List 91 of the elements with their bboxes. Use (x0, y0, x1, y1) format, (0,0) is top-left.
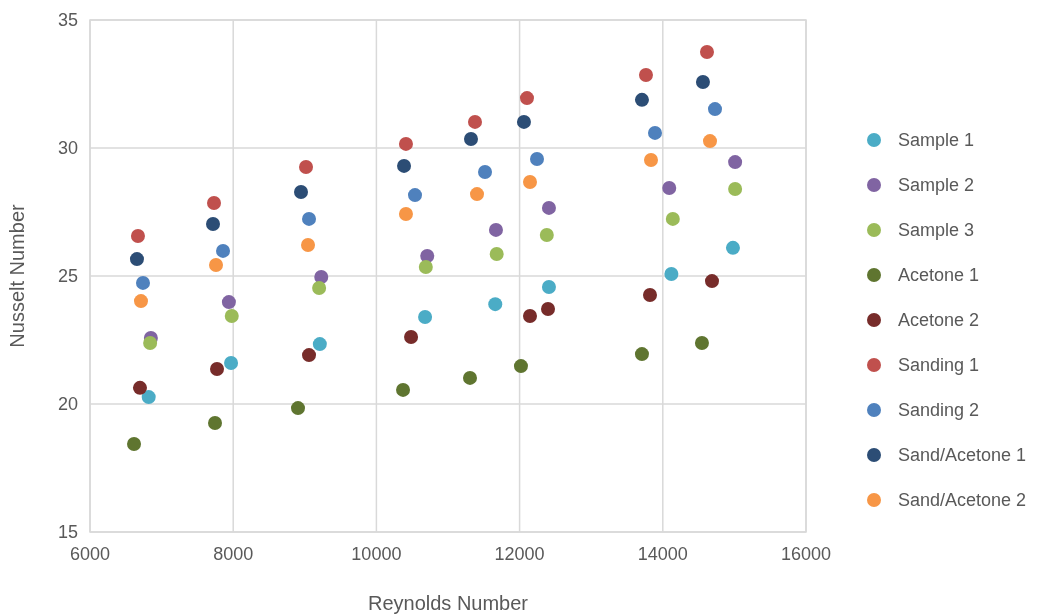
point (206, 217, 221, 232)
point (302, 211, 317, 226)
y-tick-label: 35 (57, 10, 78, 30)
point (291, 401, 305, 416)
x-tick-label: 12000 (494, 544, 545, 564)
point (541, 200, 556, 215)
point (694, 336, 709, 351)
legend-label: Sample 3 (898, 220, 975, 240)
point (135, 275, 150, 290)
legend-label: Sanding 2 (898, 400, 980, 420)
point (221, 295, 236, 310)
point (488, 297, 503, 312)
point (516, 114, 531, 129)
legend-label: Sanding 1 (898, 355, 980, 375)
point (489, 246, 504, 261)
point (133, 294, 148, 309)
point (638, 68, 653, 83)
x-tick-label: 14000 (637, 544, 688, 564)
y-tick-label: 20 (57, 394, 78, 414)
point (539, 228, 554, 243)
point (398, 136, 413, 151)
point (708, 102, 722, 117)
point (463, 132, 478, 147)
legend-label: Acetone 2 (898, 310, 980, 330)
point (702, 134, 717, 149)
point (642, 287, 657, 302)
point (522, 175, 537, 190)
x-tick-label: 8000 (213, 544, 254, 564)
point (127, 436, 142, 451)
point (210, 361, 225, 376)
x-tick-label: 10000 (351, 544, 402, 564)
point (648, 125, 662, 140)
point (207, 196, 222, 211)
point (704, 274, 719, 289)
point (541, 280, 556, 295)
point (407, 188, 422, 203)
point (418, 309, 433, 324)
point (397, 158, 412, 173)
point (513, 359, 528, 374)
point (143, 336, 158, 351)
legend-label: Sand/Acetone 2 (898, 490, 1027, 510)
point (643, 153, 658, 168)
point (470, 187, 484, 202)
point (541, 302, 556, 317)
point (312, 337, 327, 352)
y-axis-title: Nusselt Number (6, 203, 28, 348)
point (530, 152, 544, 167)
point (695, 74, 710, 89)
point (312, 281, 327, 296)
y-tick-label: 15 (57, 522, 78, 542)
y-tick-label: 25 (57, 266, 78, 286)
legend-label: Sample 1 (898, 130, 975, 150)
legend-label: Sand/Acetone 1 (898, 445, 1027, 465)
point (634, 347, 649, 362)
point (132, 380, 147, 395)
point (130, 229, 145, 244)
point (664, 266, 679, 281)
point (224, 356, 239, 371)
point (224, 308, 239, 323)
point (725, 240, 740, 255)
point (141, 390, 156, 405)
point (208, 415, 223, 430)
point (728, 155, 743, 170)
point (301, 238, 316, 253)
point (462, 370, 477, 385)
point (699, 45, 714, 59)
point (488, 222, 503, 237)
point (398, 207, 413, 222)
point (129, 252, 144, 267)
point (634, 92, 649, 107)
point (299, 159, 314, 174)
x-tick-label: 16000 (780, 544, 832, 564)
point (665, 211, 680, 226)
point (478, 165, 493, 180)
point (662, 180, 677, 195)
point (209, 257, 224, 272)
point (302, 348, 317, 363)
x-tick-label: 6000 (69, 544, 111, 564)
point (522, 308, 537, 323)
point (467, 114, 482, 129)
point (519, 91, 534, 106)
point (216, 243, 231, 258)
point (294, 185, 309, 200)
point (728, 181, 743, 196)
y-tick-label: 30 (57, 138, 78, 158)
legend-label: Sample 2 (898, 175, 975, 195)
x-axis-title: Reynolds Number (367, 592, 529, 614)
point (418, 260, 433, 275)
point (396, 382, 411, 397)
point (404, 329, 419, 344)
legend-label: Acetone 1 (898, 265, 980, 285)
